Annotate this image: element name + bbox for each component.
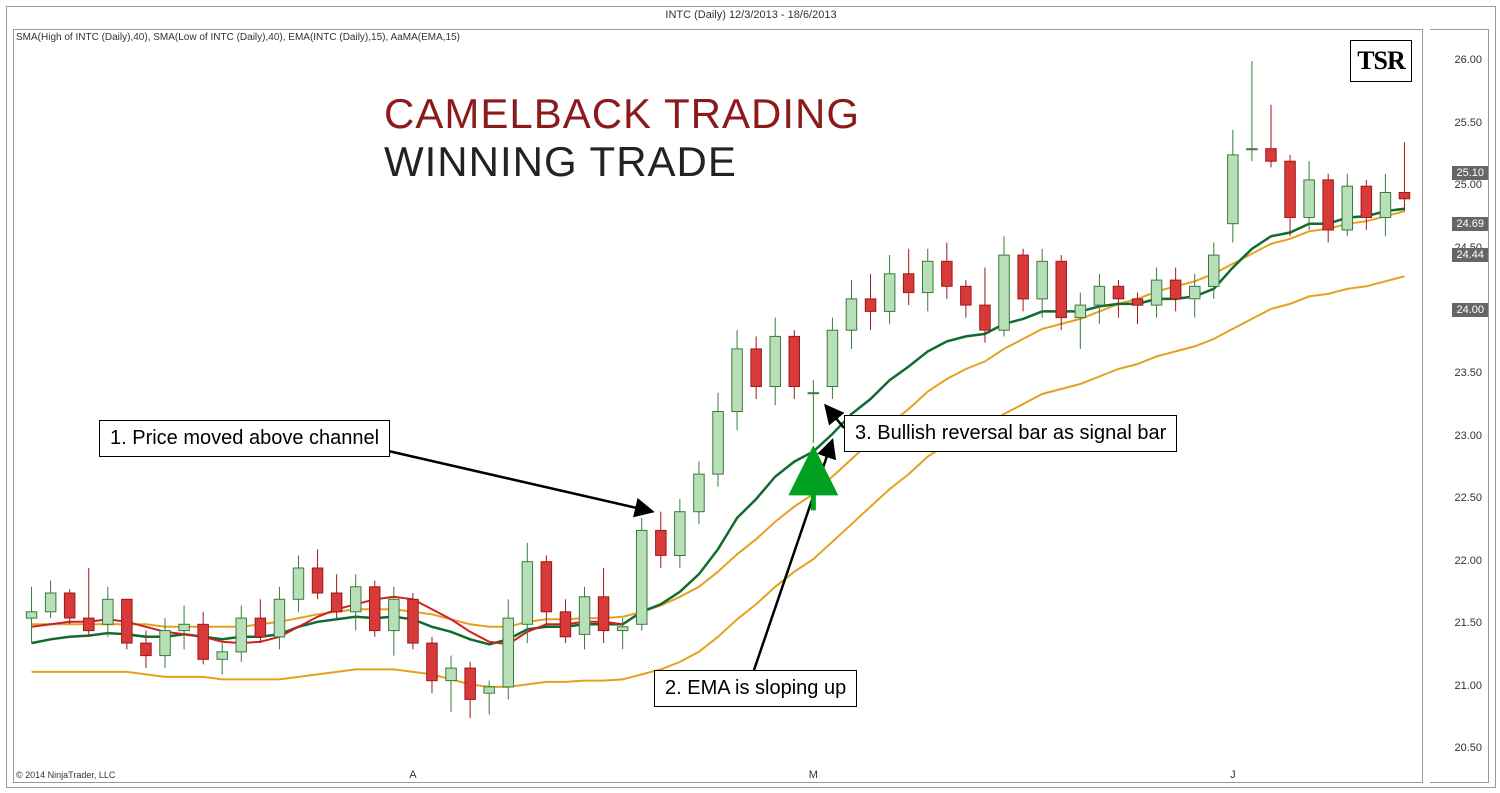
headline-line2: WINNING TRADE <box>384 138 860 186</box>
y-price-marker: 25.10 <box>1452 166 1488 180</box>
annotation-2: 2. EMA is sloping up <box>654 670 857 707</box>
svg-text:M: M <box>809 769 818 781</box>
y-tick: 20.50 <box>1442 742 1482 754</box>
svg-text:A: A <box>409 769 417 781</box>
y-price-marker: 24.44 <box>1452 248 1488 262</box>
y-tick: 22.50 <box>1442 492 1482 504</box>
y-tick: 22.00 <box>1442 555 1482 567</box>
y-price-marker: 24.00 <box>1452 303 1488 317</box>
y-tick: 26.00 <box>1442 54 1482 66</box>
svg-text:J: J <box>1230 769 1236 781</box>
chart-outer-frame: INTC (Daily) 12/3/2013 - 18/6/2013 SMA(H… <box>6 6 1496 788</box>
chart-plot-area: SMA(High of INTC (Daily),40), SMA(Low of… <box>13 29 1423 783</box>
headline: CAMELBACK TRADING WINNING TRADE <box>384 90 860 186</box>
y-axis-panel: 20.50 21.00 21.50 22.00 22.50 23.00 23.50 24.00… <box>1430 29 1489 783</box>
annotation-3: 3. Bullish reversal bar as signal bar <box>844 415 1177 452</box>
y-tick: 21.50 <box>1442 617 1482 629</box>
logo-badge: TSR <box>1350 40 1412 82</box>
y-tick: 25.50 <box>1442 117 1482 129</box>
copyright-label: © 2014 NinjaTrader, LLC <box>16 770 115 780</box>
y-tick: 23.50 <box>1442 367 1482 379</box>
y-tick: 25.00 <box>1442 179 1482 191</box>
headline-line1: CAMELBACK TRADING <box>384 90 860 138</box>
y-tick: 21.00 <box>1442 680 1482 692</box>
annotation-1: 1. Price moved above channel <box>99 420 390 457</box>
chart-title: INTC (Daily) 12/3/2013 - 18/6/2013 <box>7 7 1495 23</box>
y-tick: 23.00 <box>1442 430 1482 442</box>
y-price-marker: 24.69 <box>1452 217 1488 231</box>
